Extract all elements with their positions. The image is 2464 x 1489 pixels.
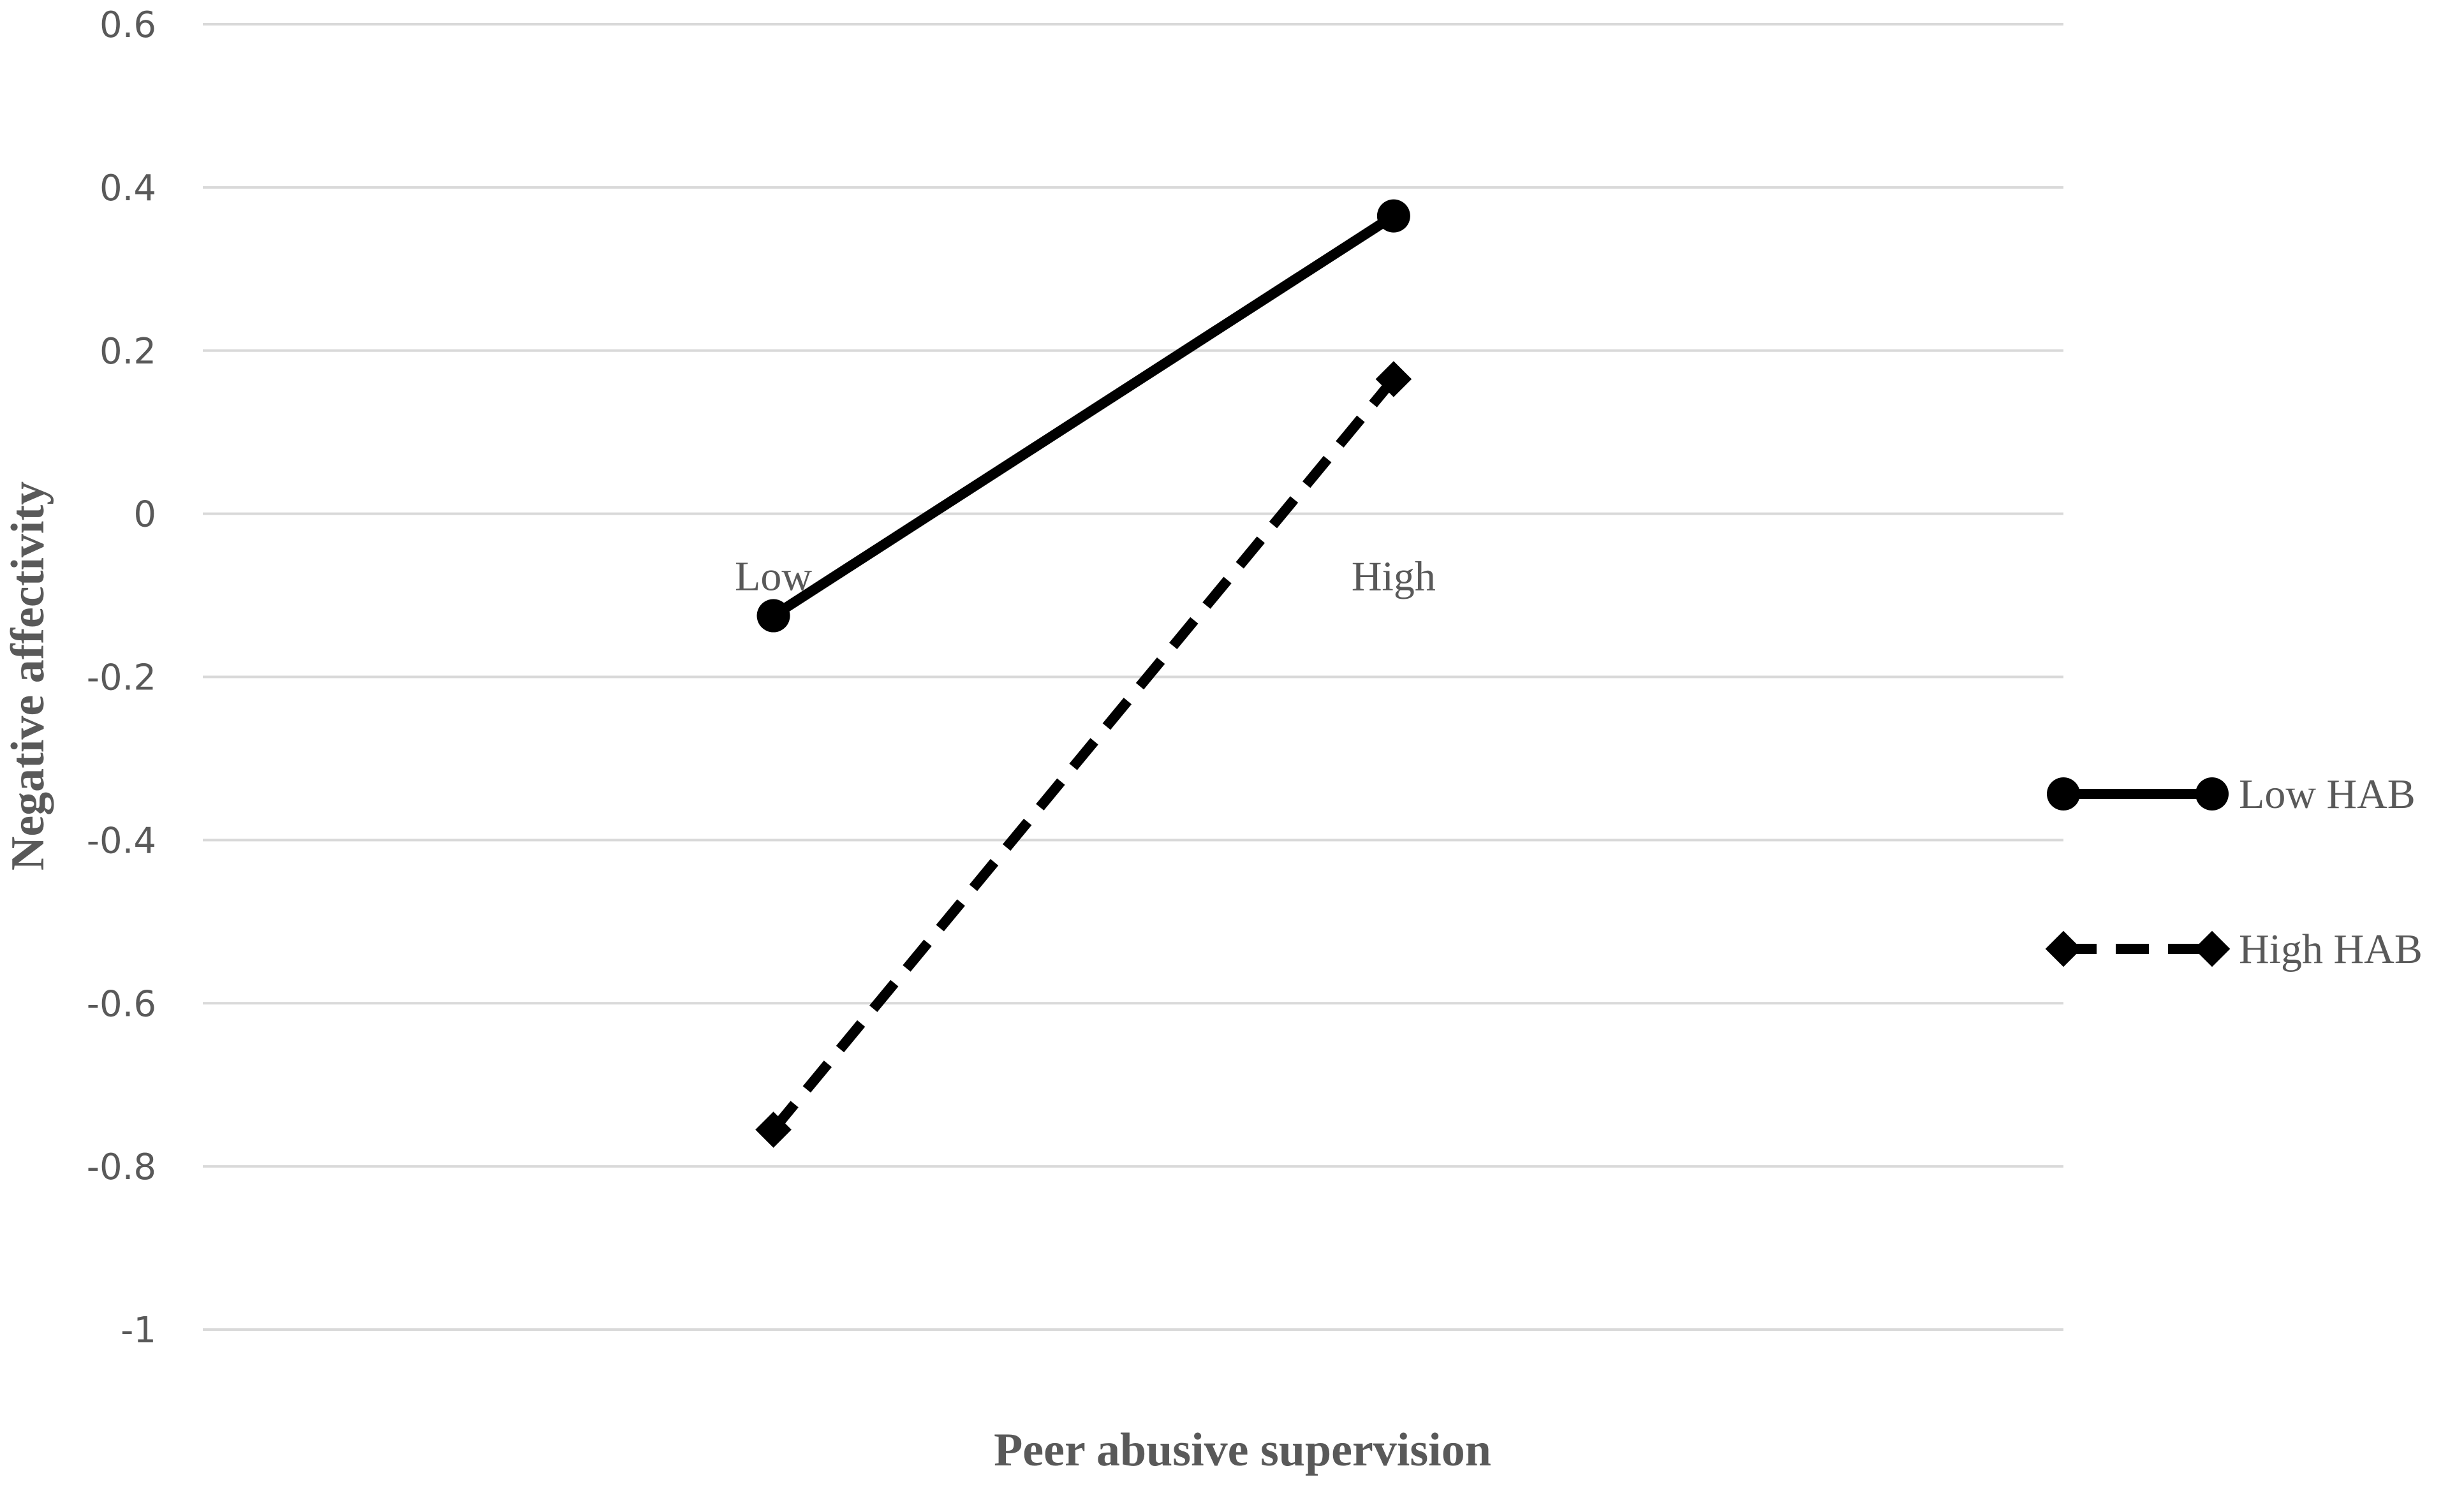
x-axis-categories: Low High — [735, 554, 1436, 600]
y-tick-label: -0.2 — [87, 657, 156, 699]
y-axis-ticks: 0.6 0.4 0.2 0 -0.2 -0.4 -0.6 -0.8 -1 — [87, 4, 156, 1351]
data-point-diamond — [1375, 361, 1412, 397]
data-point-diamond — [755, 1111, 792, 1148]
legend: Low HAB High HAB — [2045, 771, 2423, 972]
x-axis-title: Peer abusive supervision — [994, 1424, 1491, 1476]
y-tick-label: -0.8 — [87, 1147, 156, 1188]
series-lines — [755, 199, 1412, 1148]
gridlines — [203, 23, 2063, 1331]
legend-label: Low HAB — [2239, 771, 2416, 818]
series-line — [771, 211, 1397, 620]
data-point-circle — [756, 599, 790, 633]
legend-marker — [2047, 777, 2080, 811]
y-tick-label: 0 — [133, 494, 156, 536]
legend-marker — [2194, 930, 2231, 967]
series-line — [769, 376, 1398, 1133]
legend-marker — [2195, 777, 2229, 811]
y-tick-label: 0.4 — [100, 168, 156, 209]
series-low-hab — [756, 199, 1410, 633]
y-tick-label: 0.6 — [100, 4, 156, 46]
y-tick-label: 0.2 — [100, 331, 156, 372]
x-category-label: High — [1352, 554, 1436, 600]
y-axis-title: Negative affectivity — [2, 481, 54, 870]
legend-item: Low HAB — [2047, 771, 2416, 818]
legend-marker — [2045, 930, 2082, 967]
legend-item: High HAB — [2045, 926, 2423, 972]
legend-label: High HAB — [2239, 926, 2423, 972]
data-point-circle — [1376, 199, 1410, 233]
y-tick-label: -0.6 — [87, 983, 156, 1025]
y-tick-label: -1 — [121, 1310, 156, 1351]
series-high-hab — [755, 361, 1412, 1148]
y-tick-label: -0.4 — [87, 820, 156, 862]
x-category-label: Low — [735, 554, 812, 600]
